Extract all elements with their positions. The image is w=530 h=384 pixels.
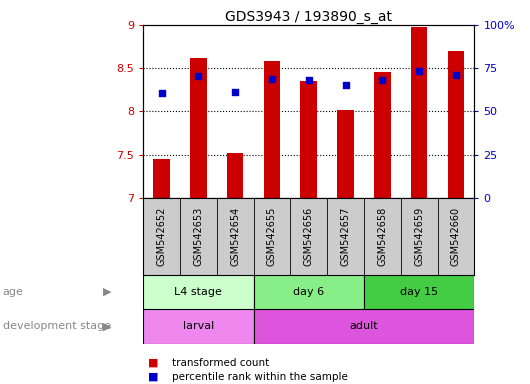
Bar [143,275,253,309]
Text: day 15: day 15 [400,287,438,297]
Bar [337,110,354,198]
Point [415,68,423,74]
Title: GDS3943 / 193890_s_at: GDS3943 / 193890_s_at [225,10,392,24]
Bar [190,58,207,198]
Point [157,90,166,96]
Bar [374,73,391,198]
Text: GSM542658: GSM542658 [377,207,387,266]
Bar [143,309,253,344]
Text: ■: ■ [148,358,159,368]
Text: L4 stage: L4 stage [174,287,222,297]
Bar [263,61,280,198]
Text: GSM542652: GSM542652 [156,207,166,266]
Bar [301,81,317,198]
Bar [364,275,474,309]
Text: larval: larval [183,321,214,331]
Text: GSM542660: GSM542660 [451,207,461,266]
Text: GSM542656: GSM542656 [304,207,314,266]
Bar [227,153,243,198]
Text: age: age [3,287,23,297]
Bar [448,51,464,198]
Text: adult: adult [350,321,378,331]
Point [231,89,240,95]
Bar [253,275,364,309]
Bar [411,26,427,198]
Text: GSM542653: GSM542653 [193,207,204,266]
Point [341,82,350,88]
Text: GSM542659: GSM542659 [414,207,424,266]
Text: day 6: day 6 [293,287,324,297]
Text: percentile rank within the sample: percentile rank within the sample [172,372,348,382]
Point [452,72,460,78]
Point [304,77,313,83]
Text: GSM542655: GSM542655 [267,207,277,266]
Bar [153,159,170,198]
Text: GSM542654: GSM542654 [230,207,240,266]
Bar [253,309,474,344]
Point [378,77,386,83]
Text: ■: ■ [148,372,159,382]
Text: ▶: ▶ [103,321,111,331]
Point [268,75,276,81]
Point [194,73,202,79]
Text: GSM542657: GSM542657 [341,207,350,266]
Text: ▶: ▶ [103,287,111,297]
Text: development stage: development stage [3,321,111,331]
Text: transformed count: transformed count [172,358,269,368]
